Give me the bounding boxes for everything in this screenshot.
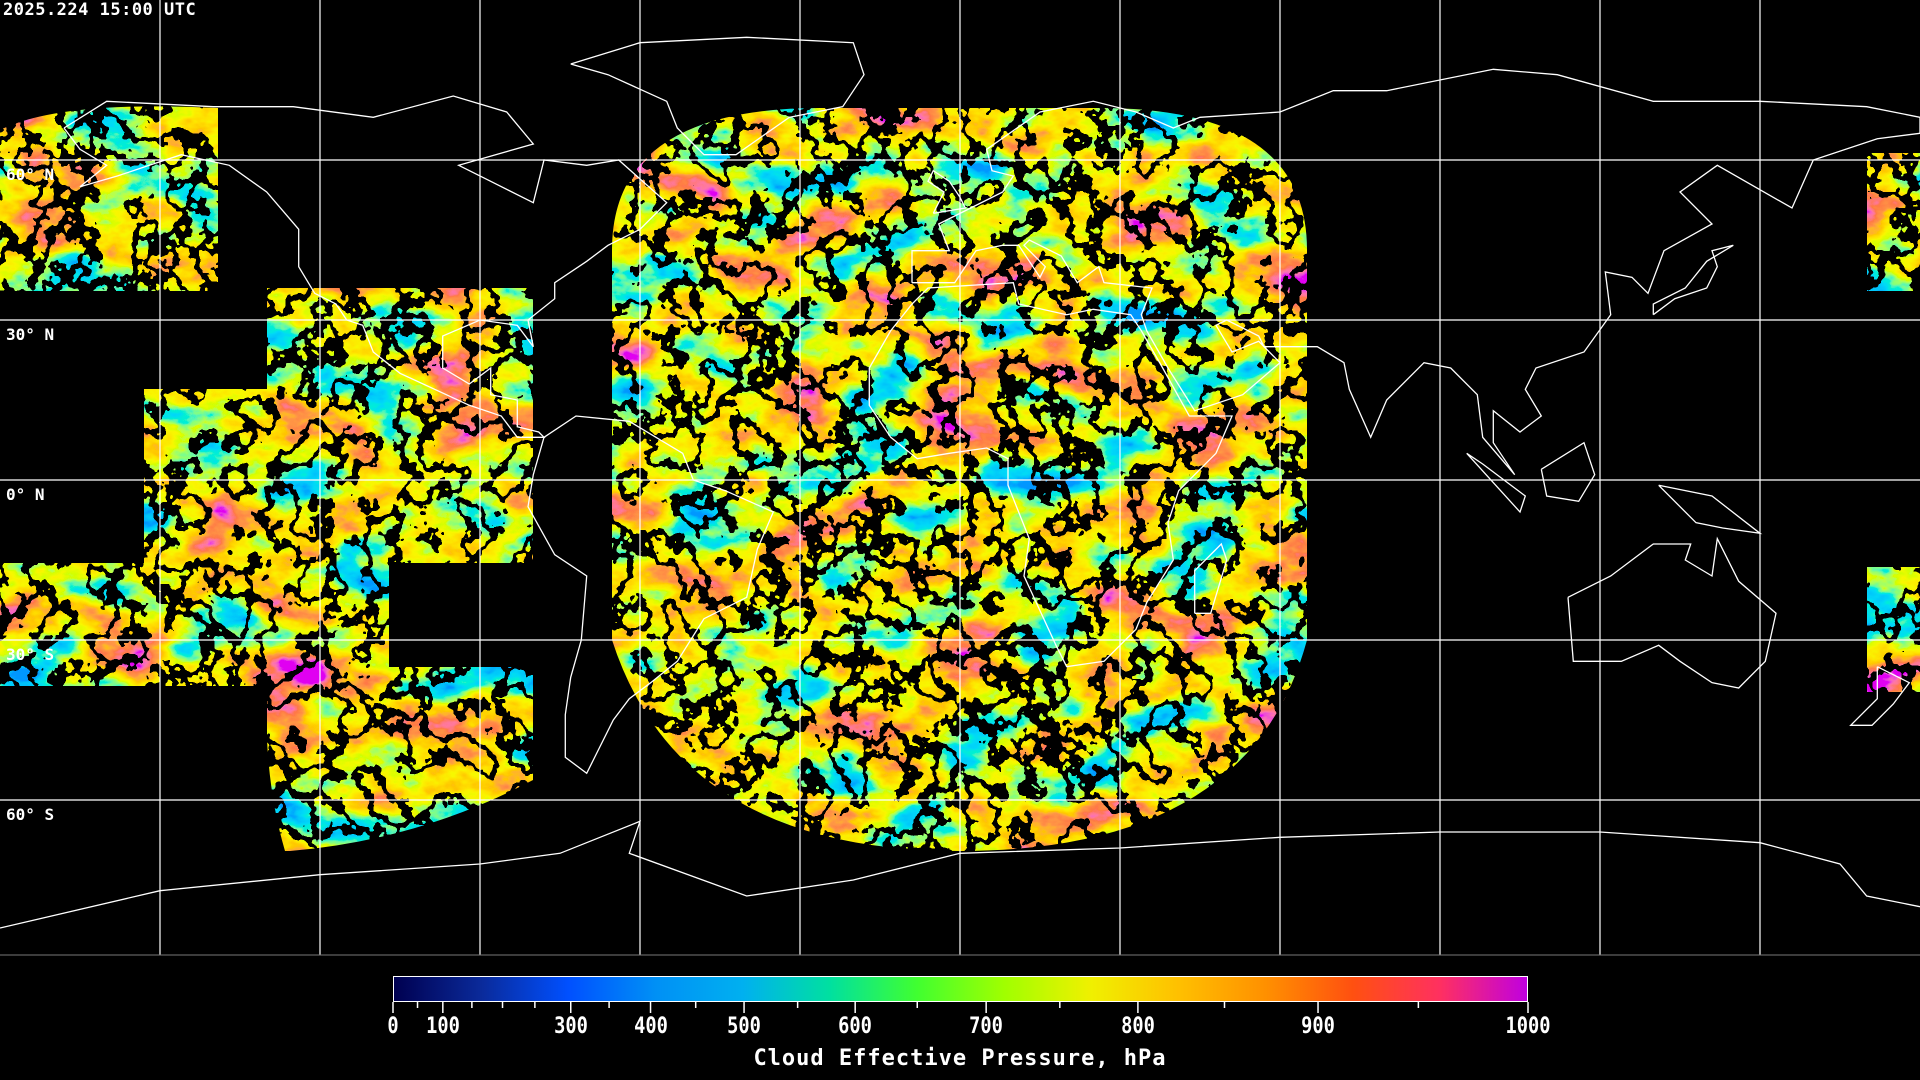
colorbar-tick-label: 0 xyxy=(387,1014,399,1039)
coastline-eurasia xyxy=(911,68,1920,476)
colorbar-title: Cloud Effective Pressure, hPa xyxy=(753,1046,1167,1071)
coastline-antarctica xyxy=(0,820,1920,929)
coastline-australia xyxy=(1567,536,1777,689)
coastline-great-britain xyxy=(927,169,967,214)
lat-label-30s: 30° S xyxy=(6,645,55,664)
lat-label-0n: 0° N xyxy=(6,485,45,504)
colorbar xyxy=(393,976,1528,1002)
colorbar-tick-label: 300 xyxy=(553,1014,588,1039)
coastline-japan xyxy=(1652,244,1734,316)
coastline-greenland xyxy=(570,36,865,156)
timestamp: 2025.224 15:00 UTC xyxy=(3,0,197,20)
coastline-sumatra xyxy=(1466,452,1527,514)
coastline-africa xyxy=(868,282,1233,668)
lat-lon-grid xyxy=(0,0,1920,955)
cloud-pressure-map xyxy=(0,0,1920,956)
colorbar-tick-label: 600 xyxy=(838,1014,873,1039)
coastline-madagascar xyxy=(1194,542,1228,614)
colorbar-tick-label: 800 xyxy=(1120,1014,1155,1039)
coastline-new-zealand xyxy=(1849,666,1911,726)
colorbar-tick-label: 500 xyxy=(727,1014,761,1039)
colorbar-tick-label: 700 xyxy=(969,1014,1004,1039)
colorbar-tick-label: 400 xyxy=(633,1014,668,1039)
colorbar-tick-label: 100 xyxy=(425,1014,460,1039)
lat-label-60n: 60° N xyxy=(6,165,55,184)
colorbar-tick-label: 900 xyxy=(1301,1014,1335,1039)
colorbar-tick-label: 1000 xyxy=(1505,1014,1551,1039)
lat-label-60s: 60° S xyxy=(6,805,55,824)
coastline-new-guinea xyxy=(1658,484,1763,535)
coastline-borneo xyxy=(1540,441,1596,503)
lat-label-30n: 30° N xyxy=(6,325,55,344)
